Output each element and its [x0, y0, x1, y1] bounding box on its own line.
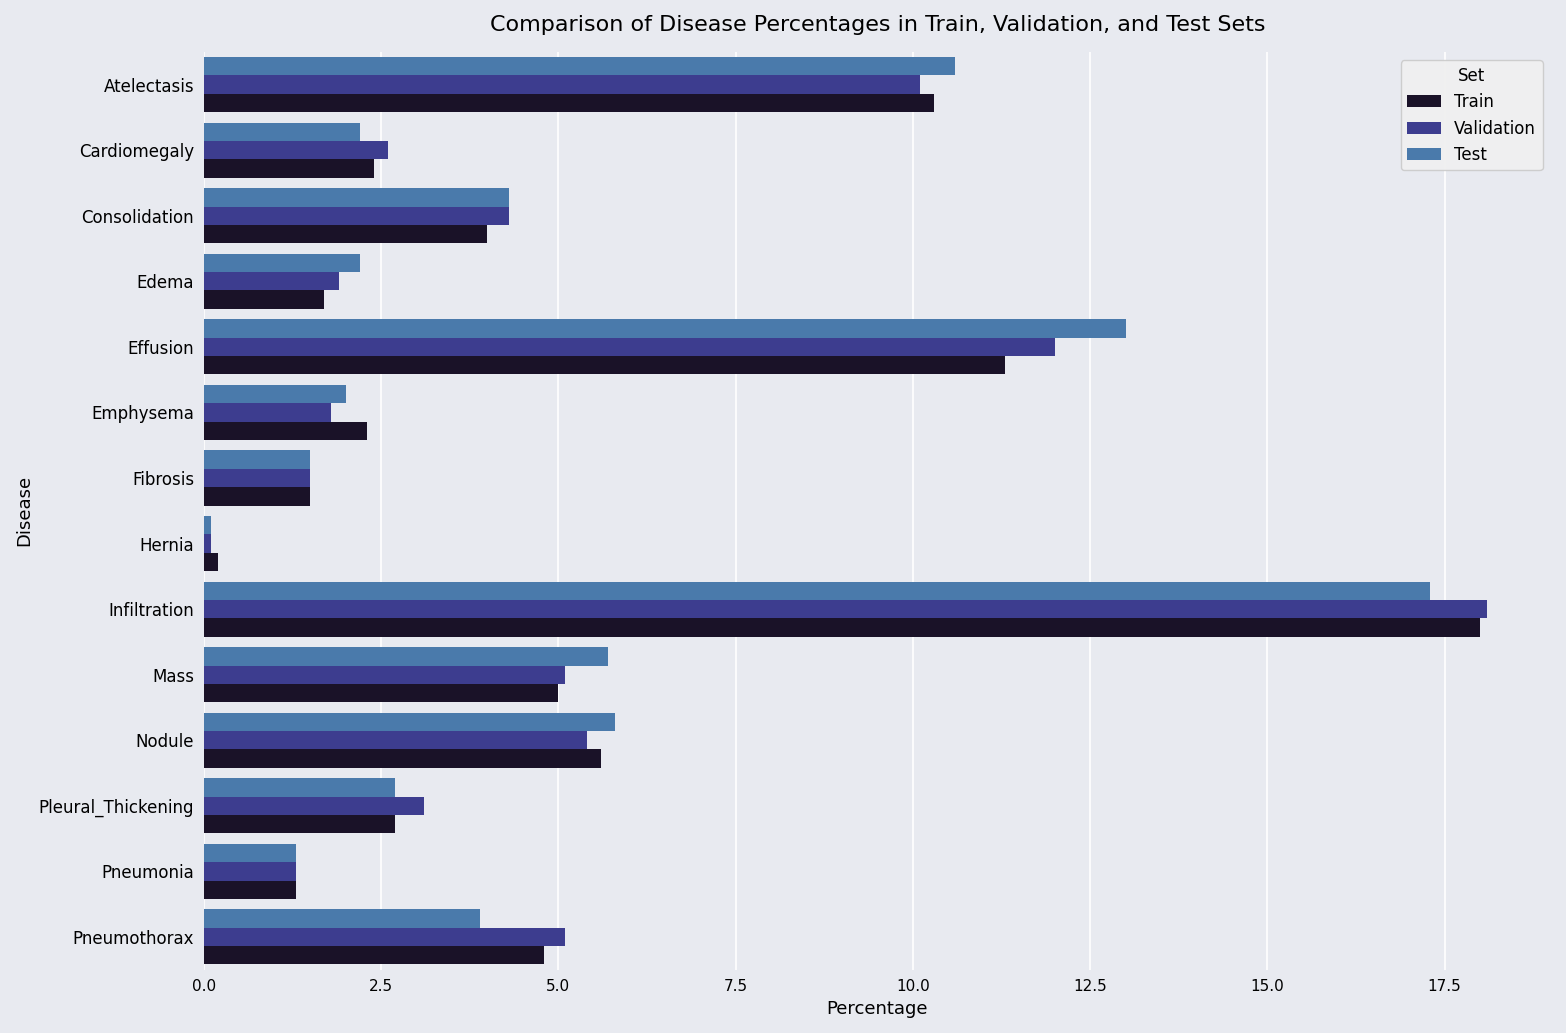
Bar — [204, 619, 1480, 636]
Legend: Train, Validation, Test: Train, Validation, Test — [1402, 60, 1543, 170]
Bar — [204, 75, 919, 94]
Bar — [204, 880, 296, 899]
Bar — [204, 731, 587, 749]
Bar — [204, 272, 338, 290]
Bar — [204, 749, 601, 768]
Bar — [204, 863, 296, 880]
Bar — [204, 928, 565, 946]
Bar — [204, 207, 509, 225]
Y-axis label: Disease: Disease — [16, 475, 33, 546]
Bar — [204, 225, 487, 244]
Bar — [204, 290, 324, 309]
Bar — [204, 488, 310, 505]
Bar — [204, 385, 346, 403]
Bar — [204, 844, 296, 863]
X-axis label: Percentage: Percentage — [827, 1000, 929, 1018]
Bar — [204, 516, 211, 534]
Bar — [204, 815, 395, 834]
Bar — [204, 600, 1488, 619]
Bar — [204, 553, 218, 571]
Bar — [204, 159, 374, 178]
Bar — [204, 713, 615, 731]
Bar — [204, 57, 955, 75]
Bar — [204, 94, 933, 113]
Bar — [204, 338, 1054, 356]
Bar — [204, 946, 543, 965]
Bar — [204, 140, 388, 159]
Bar — [204, 254, 360, 272]
Bar — [204, 684, 559, 702]
Bar — [204, 796, 423, 815]
Bar — [204, 582, 1430, 600]
Bar — [204, 909, 481, 928]
Bar — [204, 534, 211, 553]
Bar — [204, 319, 1126, 338]
Bar — [204, 647, 608, 665]
Bar — [204, 356, 1005, 374]
Bar — [204, 450, 310, 469]
Bar — [204, 421, 366, 440]
Bar — [204, 188, 509, 207]
Bar — [204, 665, 565, 684]
Bar — [204, 469, 310, 488]
Bar — [204, 778, 395, 796]
Bar — [204, 123, 360, 140]
Title: Comparison of Disease Percentages in Train, Validation, and Test Sets: Comparison of Disease Percentages in Tra… — [490, 15, 1265, 35]
Bar — [204, 403, 332, 421]
